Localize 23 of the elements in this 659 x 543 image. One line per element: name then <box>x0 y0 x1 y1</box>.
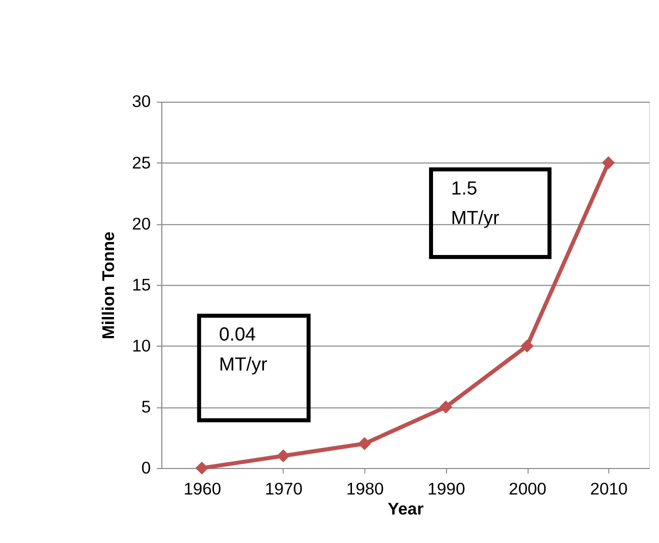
y-tick-label: 5 <box>141 397 151 416</box>
point <box>602 156 615 170</box>
y-tick-label: 25 <box>132 153 151 172</box>
x-axis-title: Year <box>388 499 424 518</box>
x-tick-label: 1990 <box>427 479 466 498</box>
x-tick-label: 1960 <box>184 479 222 498</box>
point <box>520 339 534 352</box>
y-axis-title: Million Tonne <box>99 232 118 340</box>
annotation: 1.5 MT/yr <box>450 178 500 230</box>
annotation: 0.04 MT/yr <box>219 324 268 376</box>
y-tick-label: 30 <box>132 92 151 112</box>
y-tick-label: 15 <box>132 275 151 294</box>
x-tick-label: 1970 <box>264 479 303 498</box>
point <box>439 400 452 414</box>
y-tick-label: 10 <box>132 336 151 356</box>
y-tick-label: 0 <box>141 458 151 478</box>
point <box>195 462 208 475</box>
x-tick-label: 2010 <box>590 479 628 498</box>
point <box>276 449 290 462</box>
x-tick-label: 2000 <box>508 479 546 498</box>
y-tick-label: 20 <box>132 214 151 234</box>
point <box>358 437 371 450</box>
x-tick-label: 1980 <box>346 479 384 498</box>
